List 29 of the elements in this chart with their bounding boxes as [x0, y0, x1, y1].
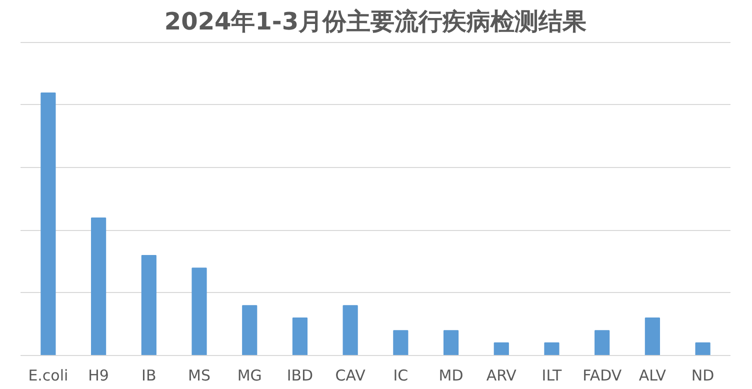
bar [494, 342, 509, 356]
bar [544, 342, 560, 356]
x-tick-label: CAV [335, 366, 366, 384]
x-tick-label: MD [438, 366, 464, 384]
x-tick-label: ND [691, 366, 714, 384]
x-tick-label: ALV [638, 366, 667, 384]
x-tick-label: FADV [582, 366, 622, 384]
bar [594, 330, 610, 356]
bar [644, 317, 660, 356]
bar [242, 305, 258, 356]
x-tick-label: MG [237, 366, 262, 384]
x-tick-label: H9 [88, 366, 109, 384]
bar [91, 217, 106, 356]
x-tick-label: E.coli [28, 366, 68, 384]
x-tick-label: ARV [486, 366, 518, 384]
chart-title: 2024年1-3月份主要流行疾病检测结果 [164, 8, 587, 36]
bar [443, 330, 459, 356]
bar [40, 92, 56, 356]
x-tick-label: ILT [542, 366, 563, 384]
bar [292, 317, 308, 356]
bar [192, 268, 207, 356]
bar [393, 330, 408, 356]
x-tick-label: MS [188, 366, 210, 384]
bar [695, 342, 710, 356]
x-tick-label: IB [142, 366, 156, 384]
x-tick-label: IBD [286, 366, 314, 384]
bar [342, 305, 358, 356]
bar [141, 254, 156, 356]
x-tick-label: IC [393, 366, 408, 384]
